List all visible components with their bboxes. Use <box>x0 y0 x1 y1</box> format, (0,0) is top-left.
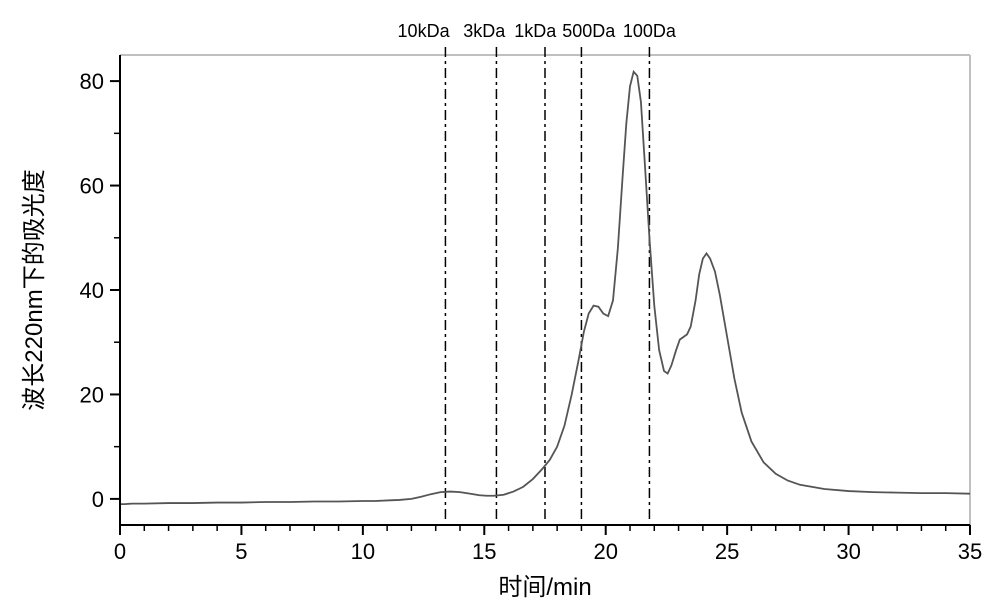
chart-svg: 10kDa 3kDa 1kDa500Da 100Da 0 5 10 15 20 25 30 35 0 20… <box>0 0 1000 615</box>
x-tick-label: 30 <box>836 539 860 564</box>
x-tick-label: 35 <box>958 539 982 564</box>
y-axis-title: 波长220nm下的吸光度 <box>21 169 48 410</box>
mw-marker-label: 10kDa <box>398 21 451 41</box>
x-tick-label: 15 <box>472 539 496 564</box>
x-tick-label: 0 <box>114 539 126 564</box>
mw-marker-label: 1kDa <box>514 21 557 41</box>
y-tick-label: 80 <box>80 69 104 94</box>
mw-marker-label: 500Da <box>562 21 616 41</box>
y-tick-label: 60 <box>80 174 104 199</box>
y-tick-label: 0 <box>92 487 104 512</box>
x-tick-label: 20 <box>593 539 617 564</box>
x-axis-title: 时间/min <box>498 574 591 601</box>
x-tick-label: 25 <box>715 539 739 564</box>
y-tick-label: 20 <box>80 382 104 407</box>
mw-marker-label: 100Da <box>623 21 677 41</box>
x-tick-label: 10 <box>351 539 375 564</box>
mw-marker-label: 3kDa <box>463 21 506 41</box>
chromatogram-chart: 10kDa 3kDa 1kDa500Da 100Da 0 5 10 15 20 25 30 35 0 20… <box>0 0 1000 615</box>
y-tick-label: 40 <box>80 278 104 303</box>
x-tick-label: 5 <box>235 539 247 564</box>
